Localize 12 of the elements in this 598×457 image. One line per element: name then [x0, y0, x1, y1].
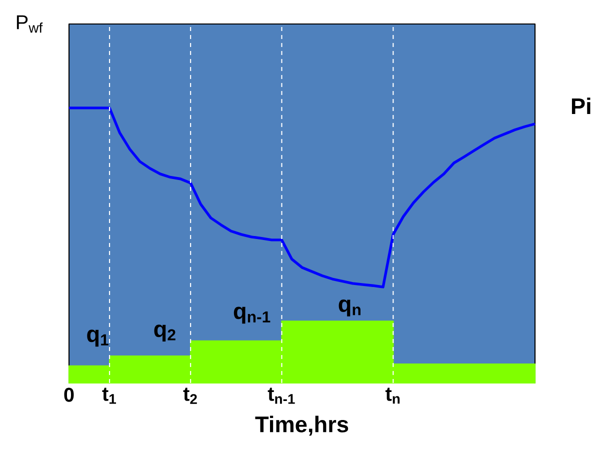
x-tick-label: t$_{1}$	[102, 388, 116, 404]
annotation: q$_{2}$	[154, 324, 176, 342]
annotation: q$_{n}$	[338, 300, 360, 316]
x-axis-title: Time,hrs	[255, 416, 348, 436]
y-axis-title: P$_{wf}$	[16, 15, 43, 33]
annotation: q$_{n-1}$	[234, 306, 270, 324]
x-tick-label: 0	[64, 388, 74, 402]
annotation: q$_{1}$	[87, 330, 108, 347]
text: Pi	[572, 98, 590, 114]
x-tick-label: t$_{n}$	[385, 388, 400, 404]
x-tick-label: t$_{2}$	[183, 388, 197, 404]
x-tick-label: t$_{n-1}$	[268, 388, 295, 404]
